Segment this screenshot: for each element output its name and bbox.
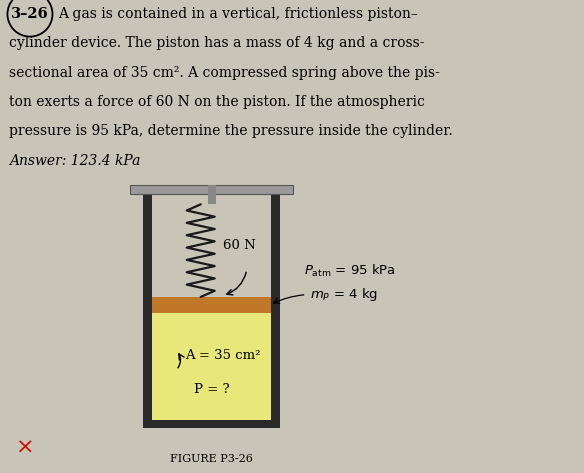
Bar bbox=[143, 420, 280, 428]
Text: $P_{\rm atm}$ = 95 kPa: $P_{\rm atm}$ = 95 kPa bbox=[304, 263, 395, 279]
Bar bbox=[152, 297, 271, 313]
Bar bbox=[152, 313, 271, 424]
Bar bbox=[130, 185, 293, 194]
Text: A = 35 cm²: A = 35 cm² bbox=[185, 350, 260, 362]
Text: FIGURE P3-26: FIGURE P3-26 bbox=[171, 455, 253, 464]
Text: cylinder device. The piston has a mass of 4 kg and a cross-: cylinder device. The piston has a mass o… bbox=[9, 36, 424, 51]
Text: 60 N: 60 N bbox=[224, 239, 256, 253]
Text: pressure is 95 kPa, determine the pressure inside the cylinder.: pressure is 95 kPa, determine the pressu… bbox=[9, 124, 453, 139]
Text: A gas is contained in a vertical, frictionless piston–: A gas is contained in a vertical, fricti… bbox=[58, 7, 418, 21]
Bar bbox=[271, 194, 280, 428]
Text: sectional area of 35 cm². A compressed spring above the pis-: sectional area of 35 cm². A compressed s… bbox=[9, 66, 440, 80]
Bar bbox=[143, 194, 152, 428]
Text: P = ?: P = ? bbox=[194, 383, 230, 395]
Text: Answer: 123.4 kPa: Answer: 123.4 kPa bbox=[9, 154, 140, 168]
Text: 3–26: 3–26 bbox=[11, 7, 49, 21]
Bar bbox=[208, 185, 216, 204]
Text: $\times$: $\times$ bbox=[15, 437, 32, 457]
Text: $m_P$ = 4 kg: $m_P$ = 4 kg bbox=[310, 286, 377, 303]
Text: ton exerts a force of 60 N on the piston. If the atmospheric: ton exerts a force of 60 N on the piston… bbox=[9, 95, 425, 109]
